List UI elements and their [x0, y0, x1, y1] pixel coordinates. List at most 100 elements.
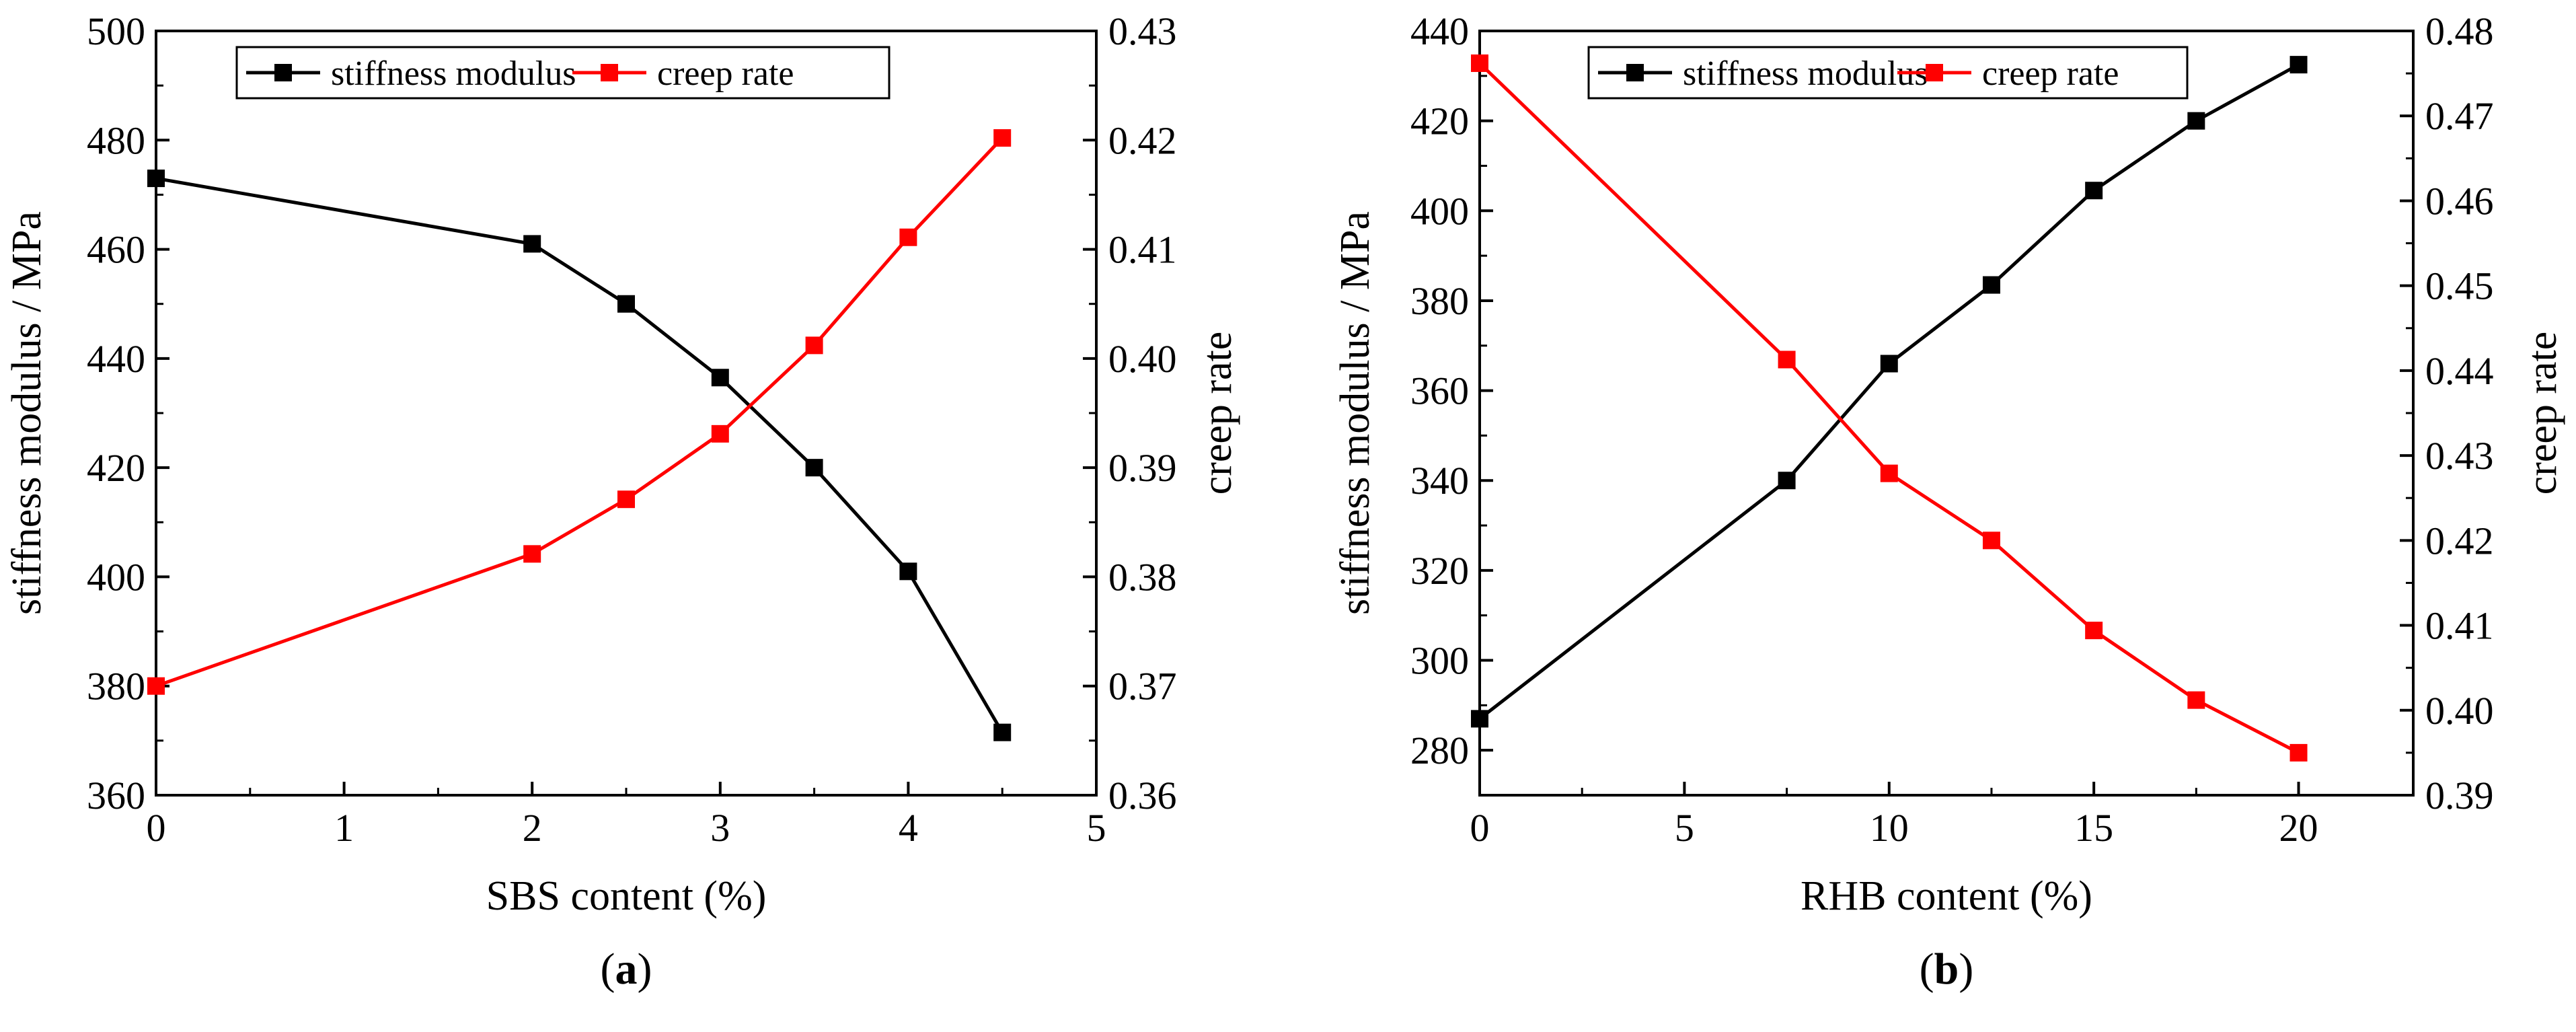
data-point-creep-rate [1880, 464, 1898, 482]
chart-panel-a: 0 1 2 3 4 5 360 380 400 420 440 460 480 500 0.36 0.37 0.… [4, 9, 1240, 994]
x-tick-label: 0 [1470, 806, 1490, 850]
y-left-tick-label: 440 [1410, 9, 1469, 53]
data-point-creep-rate [523, 545, 541, 563]
data-point-creep-rate [805, 336, 823, 355]
data-point-creep-rate [1982, 531, 2000, 550]
y-left-tick-label: 460 [87, 228, 145, 272]
y-right-tick-label: 0.36 [1108, 774, 1177, 817]
x-tick-label: 2 [523, 806, 542, 850]
series-line-creep-rate [155, 137, 1004, 688]
y-left-tick-label: 320 [1410, 549, 1469, 593]
data-point-stiffness-modulus [1880, 355, 1898, 373]
x-tick-label: 5 [1675, 806, 1694, 850]
data-point-stiffness-modulus [523, 235, 541, 253]
y-right-tick-label: 0.40 [1108, 337, 1177, 381]
panel-letter: b [1934, 945, 1959, 994]
data-point-creep-rate [2187, 691, 2205, 709]
panel-letter: a [615, 945, 638, 994]
y-right-tick-label: 0.38 [1108, 555, 1177, 599]
y-left-tick-label: 420 [1410, 100, 1469, 143]
data-point-stiffness-modulus [2085, 182, 2103, 200]
y-axis-right-title: creep rate [2520, 332, 2565, 495]
data-point-stiffness-modulus [1982, 276, 2000, 294]
y-left-tick-label: 440 [87, 337, 145, 381]
x-tick-label: 10 [1870, 806, 1909, 850]
data-point-creep-rate [993, 129, 1012, 147]
x-tick-label: 4 [899, 806, 918, 850]
data-point-creep-rate [2289, 743, 2308, 762]
data-point-stiffness-modulus [993, 723, 1012, 741]
y-right-tick-label: 0.44 [2425, 349, 2494, 393]
y-left-tick-label: 500 [87, 9, 145, 53]
y-right-tick-label: 0.41 [2425, 604, 2494, 648]
series-line-stiffness-modulus [155, 176, 1004, 733]
panel-label-close: ) [1959, 945, 1973, 994]
y-left-tick-label: 300 [1410, 639, 1469, 683]
data-point-stiffness-modulus [711, 369, 729, 387]
panel-label: (a) [601, 945, 652, 994]
legend-marker-creep-rate [601, 64, 618, 81]
data-point-creep-rate [899, 228, 917, 246]
legend-marker-stiffness-modulus [1626, 64, 1644, 81]
x-tick-label: 20 [2279, 806, 2318, 850]
data-point-stiffness-modulus [1778, 472, 1796, 490]
data-point-creep-rate [1471, 54, 1488, 72]
y-left-tick-label: 340 [1410, 459, 1469, 503]
y-right-tick-label: 0.45 [2425, 264, 2494, 308]
x-tick-label: 15 [2074, 806, 2113, 850]
y-right-tick-label: 0.43 [2425, 434, 2494, 478]
y-right-tick-label: 0.42 [2425, 519, 2494, 562]
panel-label-open: ( [1920, 945, 1934, 994]
y-axis-left-title: stiffness modulus / MPa [1332, 211, 1378, 615]
legend-box [1587, 46, 2189, 100]
y-right-tick-label: 0.47 [2425, 94, 2494, 138]
y-axis-left-title: stiffness modulus / MPa [4, 211, 50, 615]
panel-label-open: ( [601, 945, 615, 994]
y-left-tick-label: 360 [1410, 369, 1469, 413]
legend-label-stiffness-modulus: stiffness modulus [331, 54, 576, 93]
data-point-stiffness-modulus [617, 295, 635, 313]
plot-frame [1478, 30, 2415, 797]
legend-label-stiffness-modulus: stiffness modulus [1683, 54, 1928, 93]
legend-marker-creep-rate [1926, 64, 1943, 81]
data-point-creep-rate [147, 677, 165, 695]
x-tick-label: 0 [147, 806, 166, 850]
data-point-stiffness-modulus [2289, 56, 2308, 74]
x-tick-label: 3 [710, 806, 730, 850]
x-tick-label: 5 [1087, 806, 1106, 850]
y-right-tick-label: 0.46 [2425, 179, 2494, 223]
data-point-creep-rate [711, 425, 729, 443]
y-right-tick-label: 0.40 [2425, 689, 2494, 733]
series-line-creep-rate [1478, 62, 2300, 755]
y-right-tick-label: 0.39 [2425, 774, 2494, 817]
y-right-tick-label: 0.42 [1108, 118, 1177, 162]
x-axis-title: RHB content (%) [1801, 873, 2092, 919]
data-point-stiffness-modulus [899, 562, 917, 581]
plot-frame [155, 30, 1098, 797]
y-right-tick-label: 0.37 [1108, 665, 1177, 708]
panel-label: (b) [1920, 945, 1974, 994]
y-axis-right-title: creep rate [1195, 332, 1240, 495]
data-point-creep-rate [617, 490, 635, 509]
y-left-tick-label: 420 [87, 446, 145, 490]
data-point-creep-rate [1778, 351, 1796, 369]
data-point-stiffness-modulus [805, 459, 823, 477]
y-left-tick-label: 280 [1410, 729, 1469, 772]
x-axis-title: SBS content (%) [486, 873, 767, 919]
y-right-tick-label: 0.43 [1108, 9, 1177, 53]
y-left-tick-label: 380 [1410, 279, 1469, 323]
y-left-tick-label: 400 [87, 555, 145, 599]
panel-label-close: ) [638, 945, 652, 994]
data-point-creep-rate [2085, 622, 2103, 640]
y-right-tick-label: 0.41 [1108, 228, 1177, 272]
data-point-stiffness-modulus [147, 170, 165, 188]
y-left-tick-label: 380 [87, 665, 145, 708]
x-tick-label: 1 [334, 806, 354, 850]
legend-label-creep-rate: creep rate [657, 54, 794, 93]
y-left-tick-label: 360 [87, 774, 145, 817]
y-left-tick-label: 480 [87, 118, 145, 162]
chart-panel-b: 0 5 10 15 20 280 300 320 340 360 380 400 420 440 0.39 0… [1332, 9, 2565, 994]
series-line-stiffness-modulus [1478, 63, 2300, 721]
legend-box [235, 46, 891, 100]
